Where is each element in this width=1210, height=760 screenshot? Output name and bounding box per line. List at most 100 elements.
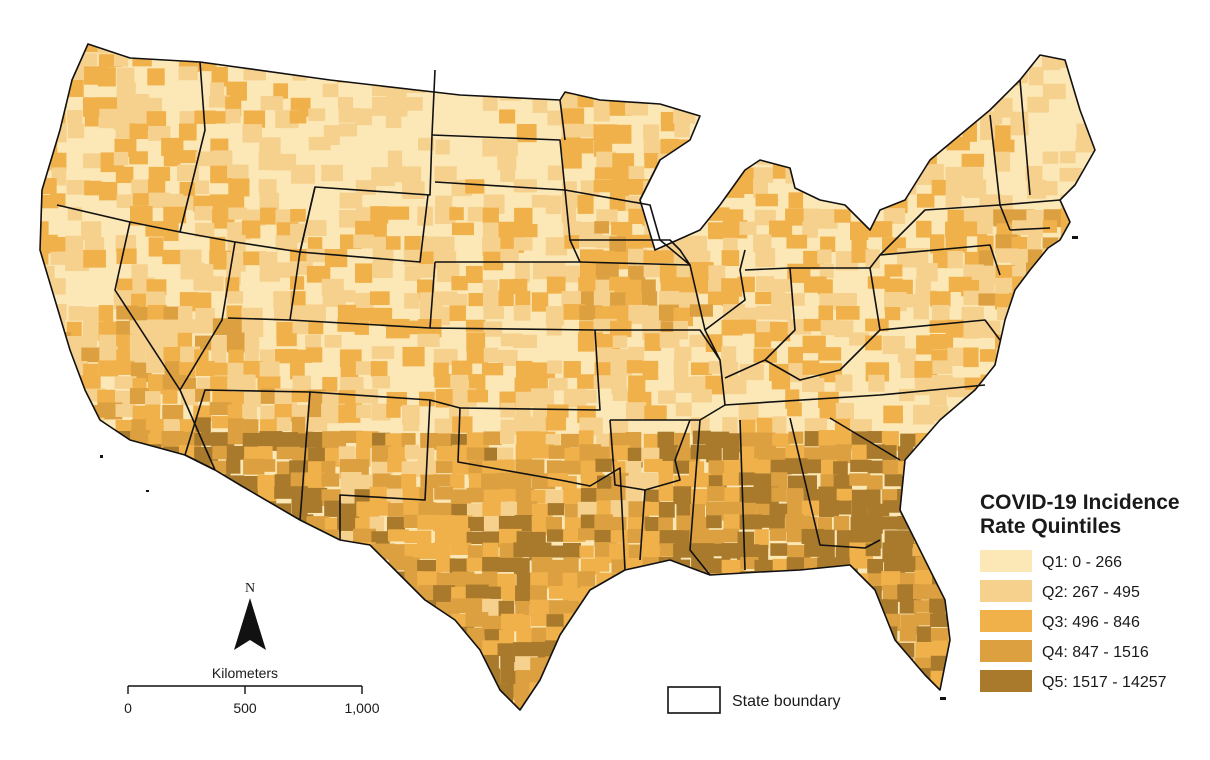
- county-patch: [97, 601, 117, 615]
- county-patch: [40, 684, 60, 704]
- county-patch: [354, 599, 376, 620]
- county-patch: [802, 643, 824, 659]
- county-patch: [515, 444, 533, 464]
- county-patch: [84, 486, 102, 499]
- county-patch: [868, 81, 888, 96]
- county-patch: [516, 360, 533, 380]
- county-patch: [371, 346, 395, 359]
- county-patch: [274, 613, 289, 629]
- county-patch: [613, 711, 631, 726]
- county-patch: [148, 599, 167, 616]
- county-patch: [450, 641, 474, 654]
- county-patch: [226, 332, 245, 353]
- county-patch: [227, 291, 244, 304]
- county-patch: [306, 612, 324, 632]
- county-patch: [852, 137, 870, 152]
- county-patch: [353, 558, 376, 571]
- county-patch: [757, 711, 774, 723]
- county-patch: [164, 615, 179, 634]
- county-patch: [690, 585, 711, 600]
- county-patch: [1090, 363, 1095, 381]
- county-patch: [836, 306, 860, 320]
- county-patch: [372, 473, 391, 489]
- county-patch: [1075, 279, 1091, 296]
- county-patch: [563, 557, 579, 577]
- county-patch: [1074, 375, 1090, 395]
- county-patch: [291, 404, 311, 417]
- county-patch: [577, 571, 596, 590]
- county-patch: [786, 599, 810, 615]
- county-patch: [835, 612, 857, 627]
- county-patch: [883, 405, 903, 424]
- county-patch: [49, 53, 68, 73]
- county-patch: [995, 264, 1015, 280]
- county-patch: [628, 699, 650, 710]
- county-patch: [452, 515, 473, 532]
- north-arrow-icon: [234, 598, 266, 650]
- county-patch: [628, 248, 647, 267]
- county-patch: [884, 307, 901, 321]
- county-patch: [241, 220, 261, 239]
- county-patch: [849, 556, 873, 569]
- county-patch: [596, 670, 619, 686]
- county-patch: [561, 194, 581, 208]
- county-patch: [113, 488, 138, 503]
- county-patch: [51, 388, 73, 402]
- county-patch: [597, 711, 613, 729]
- county-patch: [100, 433, 123, 448]
- county-patch: [194, 474, 213, 493]
- county-patch: [931, 543, 949, 560]
- county-patch: [643, 626, 661, 646]
- county-patch: [260, 207, 277, 225]
- county-patch: [644, 80, 661, 93]
- county-patch: [898, 279, 913, 295]
- county-patch: [354, 474, 379, 490]
- county-patch: [51, 486, 67, 502]
- county-patch: [803, 670, 828, 686]
- county-patch: [771, 613, 792, 626]
- county-patch: [195, 307, 215, 322]
- county-patch: [787, 614, 807, 633]
- legend-label-q4: Q4: 847 - 1516: [1042, 644, 1149, 661]
- county-patch: [787, 626, 808, 646]
- county-patch: [50, 696, 66, 710]
- county-patch: [513, 179, 537, 193]
- county-patch: [465, 179, 485, 194]
- county-patch: [52, 642, 77, 657]
- county-patch: [418, 683, 438, 700]
- county-patch: [1057, 599, 1075, 614]
- county-patch: [145, 556, 170, 576]
- county-patch: [818, 66, 840, 80]
- county-patch: [84, 515, 109, 531]
- county-patch: [705, 82, 727, 99]
- county-patch: [499, 66, 516, 81]
- county-patch: [40, 460, 49, 475]
- county-patch: [386, 403, 401, 418]
- county-patch: [1073, 445, 1095, 458]
- county-patch: [899, 599, 917, 614]
- county-patch: [964, 96, 987, 117]
- county-patch: [450, 528, 471, 548]
- county-patch: [547, 110, 563, 126]
- county-patch: [194, 642, 213, 658]
- county-patch: [1041, 712, 1063, 731]
- county-patch: [338, 585, 359, 603]
- county-patch: [1059, 167, 1082, 182]
- county-patch: [177, 150, 198, 164]
- county-patch: [562, 152, 582, 169]
- county-patch: [723, 710, 743, 728]
- county-patch: [1027, 96, 1049, 113]
- county-patch: [162, 559, 182, 574]
- county-patch: [1091, 235, 1095, 252]
- legend-label-q1: Q1: 0 - 266: [1042, 554, 1122, 571]
- county-patch: [66, 643, 89, 658]
- county-patch: [242, 124, 262, 143]
- county-patch: [723, 514, 745, 530]
- county-patch: [884, 474, 902, 487]
- county-patch: [130, 206, 153, 226]
- county-patch: [771, 472, 788, 489]
- county-patch: [161, 487, 178, 502]
- county-patch: [578, 69, 596, 85]
- county-patch: [322, 83, 339, 98]
- county-patch: [515, 44, 540, 52]
